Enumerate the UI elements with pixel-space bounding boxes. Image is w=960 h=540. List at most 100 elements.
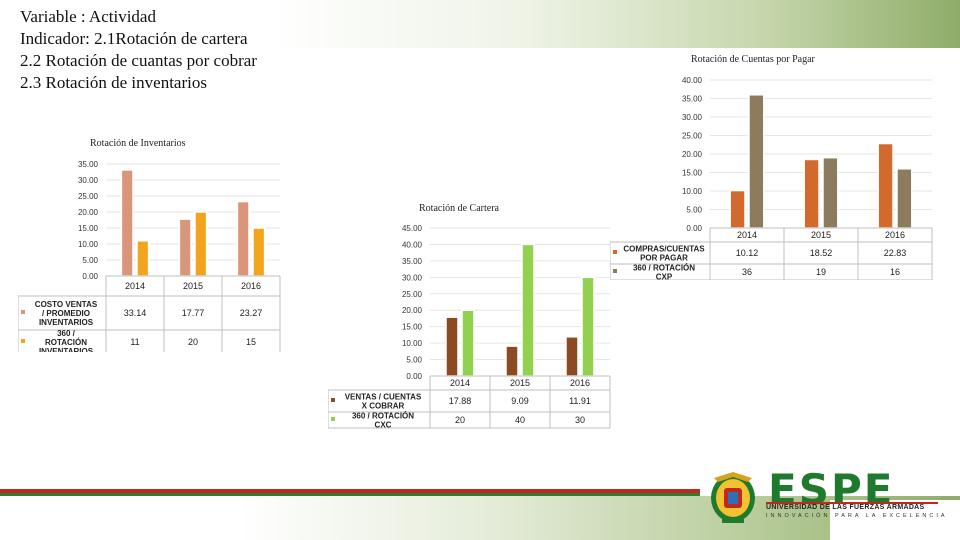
- bar-costo-ventas-promedio-inventarios-2014: [120, 169, 134, 277]
- espe-underline: [766, 502, 938, 504]
- chart-inventory-title: Rotación de Inventarios: [90, 138, 186, 149]
- legend-label: 360 / ROTACIÓN: [633, 264, 695, 273]
- bar-ventas-cuentas-x-cobrar-2016: [565, 336, 579, 377]
- category-label: 2016: [570, 378, 590, 388]
- data-value-label: 20: [188, 337, 198, 347]
- y-tick-label: 5.00: [406, 356, 422, 365]
- espe-subtitle: UNIVERSIDAD DE LAS FUERZAS ARMADAS: [766, 504, 925, 511]
- y-tick-label: 15.00: [78, 224, 99, 233]
- category-label: 2015: [811, 230, 831, 240]
- bar-360-rotaci-n-inventarios-2016: [252, 227, 266, 277]
- espe-logo: ESPE UNIVERSIDAD DE LAS FUERZAS ARMADAS …: [700, 466, 950, 526]
- legend-swatch: [613, 250, 617, 254]
- bar-costo-ventas-promedio-inventarios-2015: [178, 218, 192, 277]
- bar-compras-cuentas-por-pagar-2015: [803, 158, 820, 229]
- title-line-variable: Variable : Actividad: [20, 7, 156, 26]
- title-line-indicator: Indicador: 2.1Rotación de cartera: [20, 29, 248, 48]
- data-value-label: 16: [890, 267, 900, 277]
- footer-corner-block: [830, 500, 960, 540]
- bar-ventas-cuentas-x-cobrar-2014: [445, 316, 459, 377]
- data-value-label: 20: [455, 415, 465, 425]
- bar-360-rotaci-n-cxp-2014: [748, 94, 765, 229]
- chart-receivables-panel: Rotación de Cartera 0.00 5.00 10.00 15.00 20…: [328, 198, 612, 430]
- data-value-label: 19: [816, 267, 826, 277]
- legend-label: X COBRAR: [362, 402, 405, 411]
- espe-wordmark: ESPE: [768, 465, 895, 514]
- title-line-inventory: 2.3 Rotación de inventarios: [20, 73, 207, 92]
- bar-360-rotaci-n-cxc-2016: [581, 276, 595, 377]
- category-label: 2014: [737, 230, 757, 240]
- y-tick-label: 0.00: [406, 372, 422, 381]
- data-value-label: 11.91: [569, 396, 591, 406]
- data-value-label: 17.88: [449, 396, 472, 406]
- category-label: 2014: [450, 378, 470, 388]
- y-tick-label: 25.00: [402, 290, 423, 299]
- data-value-label: 36: [742, 267, 752, 277]
- chart-inventory-svg: 0.00 5.00 10.00 15.00 20.00 25.00 30.00 35.00 20…: [18, 160, 281, 352]
- y-tick-label: 30.00: [402, 273, 423, 282]
- legend-label: CXP: [656, 273, 673, 281]
- bar-360-rotaci-n-cxc-2015: [521, 243, 535, 377]
- legend-swatch: [331, 417, 335, 421]
- y-tick-label: 0.00: [686, 224, 702, 233]
- data-value-label: 9.09: [511, 396, 529, 406]
- y-tick-label: 35.00: [682, 95, 703, 104]
- legend-label: COSTO VENTAS: [35, 300, 98, 309]
- chart-inventory-panel: Rotación de Inventarios 0.00 5.00 10.00 15.…: [18, 136, 282, 352]
- data-value-label: 22.83: [884, 248, 907, 258]
- footer-green-line: [0, 493, 700, 496]
- bar-360-rotaci-n-cxp-2016: [896, 168, 913, 229]
- bar-360-rotaci-n-inventarios-2014: [136, 240, 150, 277]
- category-label: 2016: [241, 281, 261, 291]
- chart-payables-panel: Rotación de Cuentas por Pagar 0.00 5.00 10…: [610, 50, 934, 280]
- legend-label: / PROMEDIO: [42, 309, 90, 318]
- y-tick-label: 35.00: [78, 160, 99, 169]
- y-tick-label: 10.00: [78, 240, 99, 249]
- slide-title-block: Variable : Actividad Indicador: 2.1Rotac…: [20, 6, 257, 94]
- legend-label: INVENTARIOS: [39, 318, 94, 327]
- chart-receivables-svg: 0.00 5.00 10.00 15.00 20.00 25.00 30.00 35.00 40…: [328, 224, 611, 430]
- footer-red-line: [0, 489, 700, 493]
- title-line-accounts: 2.2 Rotación de cuantas por cobrar: [20, 51, 257, 70]
- y-tick-label: 5.00: [686, 206, 702, 215]
- bar-ventas-cuentas-x-cobrar-2015: [505, 345, 519, 377]
- bar-compras-cuentas-por-pagar-2016: [877, 142, 894, 229]
- y-tick-label: 15.00: [682, 169, 703, 178]
- y-tick-label: 45.00: [402, 224, 423, 233]
- bar-360-rotaci-n-cxp-2015: [822, 156, 839, 229]
- category-label: 2014: [125, 281, 145, 291]
- y-tick-label: 5.00: [82, 256, 98, 265]
- data-value-label: 15: [246, 337, 256, 347]
- category-label: 2016: [885, 230, 905, 240]
- y-tick-label: 25.00: [682, 132, 703, 141]
- legend-label: CXC: [375, 421, 392, 430]
- y-tick-label: 20.00: [682, 150, 703, 159]
- y-tick-label: 40.00: [682, 76, 703, 85]
- legend-label: 360 /: [57, 329, 76, 338]
- category-label: 2015: [183, 281, 203, 291]
- bar-360-rotaci-n-inventarios-2015: [194, 211, 208, 277]
- data-value-label: 18.52: [810, 248, 833, 258]
- data-value-label: 11: [130, 337, 139, 347]
- bar-360-rotaci-n-cxc-2014: [461, 309, 475, 377]
- chart-receivables-title: Rotación de Cartera: [419, 203, 499, 214]
- y-tick-label: 35.00: [402, 257, 423, 266]
- data-value-label: 23.27: [240, 308, 263, 318]
- y-tick-label: 30.00: [682, 113, 703, 122]
- y-tick-label: 15.00: [402, 323, 423, 332]
- data-value-label: 40: [515, 415, 525, 425]
- y-tick-label: 0.00: [82, 272, 98, 281]
- header-band: [0, 0, 960, 48]
- bar-costo-ventas-promedio-inventarios-2016: [236, 200, 250, 277]
- data-value-label: 33.14: [124, 308, 147, 318]
- data-value-label: 10.12: [736, 248, 759, 258]
- university-seal-icon: [711, 472, 755, 523]
- y-tick-label: 40.00: [402, 240, 423, 249]
- legend-label: 360 / ROTACIÓN: [352, 412, 414, 421]
- y-tick-label: 10.00: [682, 187, 703, 196]
- y-tick-label: 20.00: [78, 208, 99, 217]
- y-tick-label: 10.00: [402, 339, 423, 348]
- legend-label: POR PAGAR: [640, 254, 688, 263]
- category-label: 2015: [510, 378, 530, 388]
- legend-label: INVENTARIOS: [39, 347, 94, 352]
